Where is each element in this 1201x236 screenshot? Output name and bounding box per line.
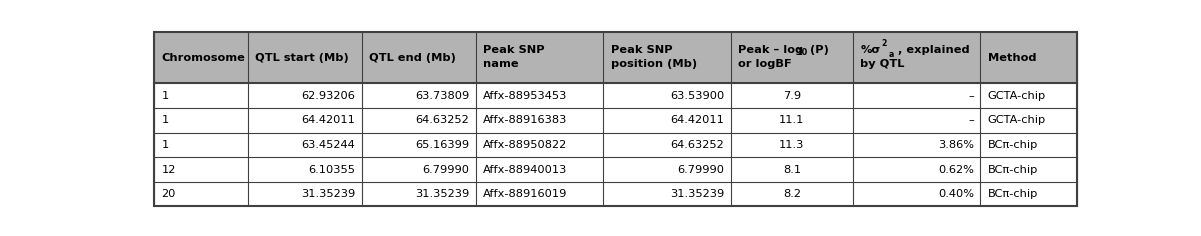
Text: 63.73809: 63.73809 xyxy=(416,91,470,101)
Text: position (Mb): position (Mb) xyxy=(611,59,697,69)
Text: 63.53900: 63.53900 xyxy=(670,91,724,101)
Text: 11.3: 11.3 xyxy=(779,140,805,150)
Text: 3.86%: 3.86% xyxy=(938,140,974,150)
Text: 6.79990: 6.79990 xyxy=(423,164,470,174)
Bar xyxy=(154,32,1077,83)
Text: –: – xyxy=(968,91,974,101)
Text: by QTL: by QTL xyxy=(860,59,904,69)
Text: QTL end (Mb): QTL end (Mb) xyxy=(369,53,456,63)
Text: Peak SNP: Peak SNP xyxy=(483,45,545,55)
Text: 6.79990: 6.79990 xyxy=(677,164,724,174)
Text: 63.45244: 63.45244 xyxy=(301,140,355,150)
Bar xyxy=(154,108,1077,133)
Text: , explained: , explained xyxy=(897,45,969,55)
Text: Affx-88916383: Affx-88916383 xyxy=(483,115,568,125)
Text: 65.16399: 65.16399 xyxy=(416,140,470,150)
Text: 8.2: 8.2 xyxy=(783,189,801,199)
Text: 12: 12 xyxy=(161,164,175,174)
Text: (P): (P) xyxy=(809,45,829,55)
Bar xyxy=(154,83,1077,108)
Text: 1: 1 xyxy=(161,115,168,125)
Text: 1: 1 xyxy=(161,140,168,150)
Text: 64.63252: 64.63252 xyxy=(670,140,724,150)
Bar xyxy=(154,133,1077,157)
Text: Peak SNP: Peak SNP xyxy=(611,45,673,55)
Text: 7.9: 7.9 xyxy=(783,91,801,101)
Text: QTL start (Mb): QTL start (Mb) xyxy=(255,53,348,63)
Text: GCTA-chip: GCTA-chip xyxy=(987,115,1046,125)
Text: 31.35239: 31.35239 xyxy=(670,189,724,199)
Text: –: – xyxy=(968,115,974,125)
Text: BCπ-chip: BCπ-chip xyxy=(987,189,1038,199)
Text: a: a xyxy=(889,51,894,59)
Text: 31.35239: 31.35239 xyxy=(301,189,355,199)
Text: %σ: %σ xyxy=(860,45,880,55)
Text: BCπ-chip: BCπ-chip xyxy=(987,164,1038,174)
Text: Peak – log: Peak – log xyxy=(739,45,803,55)
Text: Affx-88953453: Affx-88953453 xyxy=(483,91,568,101)
Text: Affx-88950822: Affx-88950822 xyxy=(483,140,568,150)
Text: Affx-88916019: Affx-88916019 xyxy=(483,189,568,199)
Text: 0.40%: 0.40% xyxy=(938,189,974,199)
Text: 31.35239: 31.35239 xyxy=(416,189,470,199)
Text: 62.93206: 62.93206 xyxy=(301,91,355,101)
Text: Method: Method xyxy=(987,53,1036,63)
Text: 2: 2 xyxy=(880,39,886,48)
Text: 64.42011: 64.42011 xyxy=(670,115,724,125)
Text: 1: 1 xyxy=(161,91,168,101)
Text: Affx-88940013: Affx-88940013 xyxy=(483,164,568,174)
Text: 20: 20 xyxy=(161,189,175,199)
Text: name: name xyxy=(483,59,519,69)
Text: GCTA-chip: GCTA-chip xyxy=(987,91,1046,101)
Text: 64.42011: 64.42011 xyxy=(301,115,355,125)
Text: Chromosome: Chromosome xyxy=(161,53,245,63)
Text: 6.10355: 6.10355 xyxy=(309,164,355,174)
Text: or logBF: or logBF xyxy=(739,59,791,69)
Bar xyxy=(154,182,1077,206)
Text: 0.62%: 0.62% xyxy=(938,164,974,174)
Text: 8.1: 8.1 xyxy=(783,164,801,174)
Bar xyxy=(154,157,1077,182)
Text: 64.63252: 64.63252 xyxy=(416,115,470,125)
Text: 11.1: 11.1 xyxy=(779,115,805,125)
Text: BCπ-chip: BCπ-chip xyxy=(987,140,1038,150)
Text: 10: 10 xyxy=(796,48,807,57)
